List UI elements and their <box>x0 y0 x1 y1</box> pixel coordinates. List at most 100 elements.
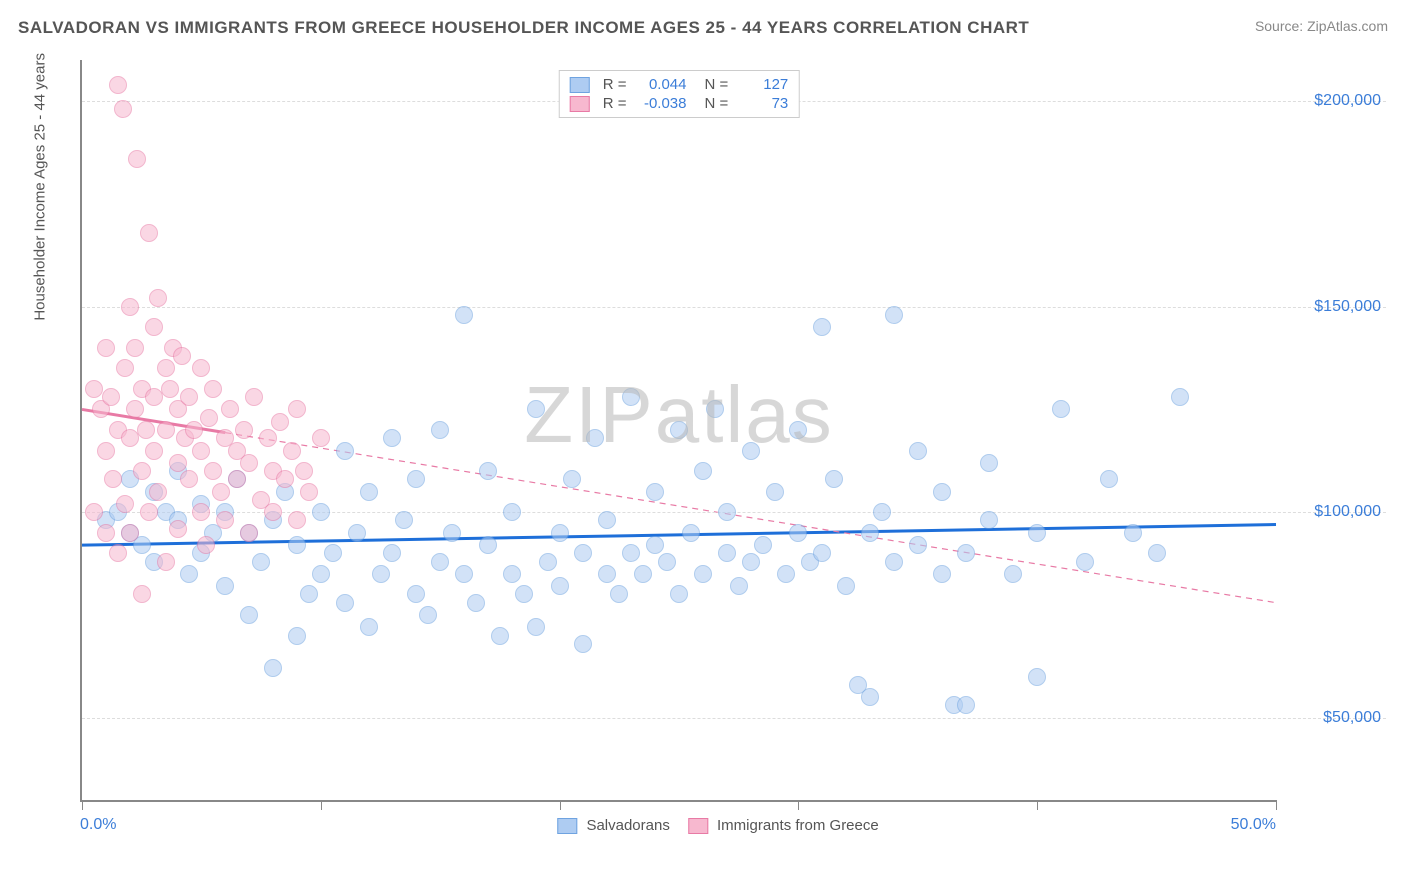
legend-row-series-1: R = 0.044 N = 127 <box>570 75 789 94</box>
scatter-point <box>228 470 246 488</box>
n-label: N = <box>705 76 729 93</box>
scatter-point <box>455 565 473 583</box>
scatter-point <box>360 618 378 636</box>
scatter-point <box>372 565 390 583</box>
scatter-point <box>116 495 134 513</box>
scatter-point <box>216 511 234 529</box>
scatter-point <box>658 553 676 571</box>
scatter-point <box>240 606 258 624</box>
scatter-point <box>431 553 449 571</box>
scatter-point <box>173 347 191 365</box>
scatter-point <box>212 483 230 501</box>
scatter-point <box>515 585 533 603</box>
n-value-1: 127 <box>736 76 788 93</box>
scatter-point <box>933 483 951 501</box>
trend-line <box>82 525 1276 546</box>
y-tick-label: $100,000 <box>1314 503 1381 521</box>
scatter-point <box>137 421 155 439</box>
scatter-point <box>909 442 927 460</box>
scatter-point <box>360 483 378 501</box>
scatter-point <box>145 442 163 460</box>
scatter-point <box>837 577 855 595</box>
scatter-point <box>467 594 485 612</box>
scatter-point <box>861 524 879 542</box>
scatter-point <box>85 380 103 398</box>
scatter-point <box>149 289 167 307</box>
scatter-point <box>670 585 688 603</box>
n-value-2: 73 <box>736 95 788 112</box>
legend-item-1: Salvadorans <box>557 817 670 834</box>
scatter-point <box>288 536 306 554</box>
scatter-point <box>407 585 425 603</box>
scatter-point <box>121 429 139 447</box>
scatter-point <box>197 536 215 554</box>
scatter-point <box>240 524 258 542</box>
y-tick-label: $200,000 <box>1314 92 1381 110</box>
scatter-point <box>622 544 640 562</box>
scatter-point <box>694 462 712 480</box>
scatter-point <box>455 306 473 324</box>
scatter-point <box>742 553 760 571</box>
scatter-point <box>300 585 318 603</box>
r-value-1: 0.044 <box>635 76 687 93</box>
y-axis-label: Householder Income Ages 25 - 44 years <box>32 53 49 321</box>
legend-label-2: Immigrants from Greece <box>717 817 879 834</box>
scatter-point <box>245 388 263 406</box>
n-label: N = <box>705 95 729 112</box>
scatter-point <box>221 400 239 418</box>
scatter-point <box>264 503 282 521</box>
scatter-point <box>742 442 760 460</box>
scatter-point <box>283 442 301 460</box>
scatter-point <box>145 318 163 336</box>
scatter-point <box>116 359 134 377</box>
scatter-point <box>235 421 253 439</box>
scatter-point <box>957 696 975 714</box>
legend-swatch-2 <box>570 96 590 112</box>
scatter-point <box>133 462 151 480</box>
scatter-point <box>980 511 998 529</box>
x-tick <box>1276 800 1277 810</box>
scatter-point <box>97 339 115 357</box>
scatter-point <box>85 503 103 521</box>
scatter-point <box>109 76 127 94</box>
scatter-point <box>276 470 294 488</box>
scatter-point <box>551 524 569 542</box>
scatter-point <box>312 429 330 447</box>
legend-row-series-2: R = -0.038 N = 73 <box>570 94 789 113</box>
scatter-point <box>551 577 569 595</box>
scatter-point <box>169 454 187 472</box>
scatter-point <box>192 442 210 460</box>
scatter-point <box>1171 388 1189 406</box>
scatter-point <box>789 524 807 542</box>
scatter-point <box>563 470 581 488</box>
scatter-point <box>479 462 497 480</box>
scatter-point <box>598 511 616 529</box>
scatter-point <box>180 470 198 488</box>
scatter-point <box>586 429 604 447</box>
scatter-point <box>610 585 628 603</box>
scatter-point <box>1124 524 1142 542</box>
scatter-point <box>192 359 210 377</box>
scatter-point <box>126 400 144 418</box>
scatter-point <box>288 400 306 418</box>
legend-swatch-greece <box>688 818 708 834</box>
y-tick-label: $50,000 <box>1323 709 1381 727</box>
scatter-point <box>574 635 592 653</box>
scatter-point <box>909 536 927 554</box>
scatter-point <box>503 565 521 583</box>
scatter-point <box>252 553 270 571</box>
scatter-point <box>169 520 187 538</box>
scatter-point <box>128 150 146 168</box>
scatter-point <box>240 454 258 472</box>
scatter-point <box>1148 544 1166 562</box>
scatter-point <box>216 577 234 595</box>
scatter-point <box>288 627 306 645</box>
scatter-point <box>97 524 115 542</box>
scatter-point <box>295 462 313 480</box>
x-tick-min: 0.0% <box>80 816 116 834</box>
scatter-point <box>813 318 831 336</box>
scatter-point <box>140 503 158 521</box>
scatter-point <box>622 388 640 406</box>
chart-container: Householder Income Ages 25 - 44 years ZI… <box>50 50 1386 842</box>
scatter-point <box>121 524 139 542</box>
